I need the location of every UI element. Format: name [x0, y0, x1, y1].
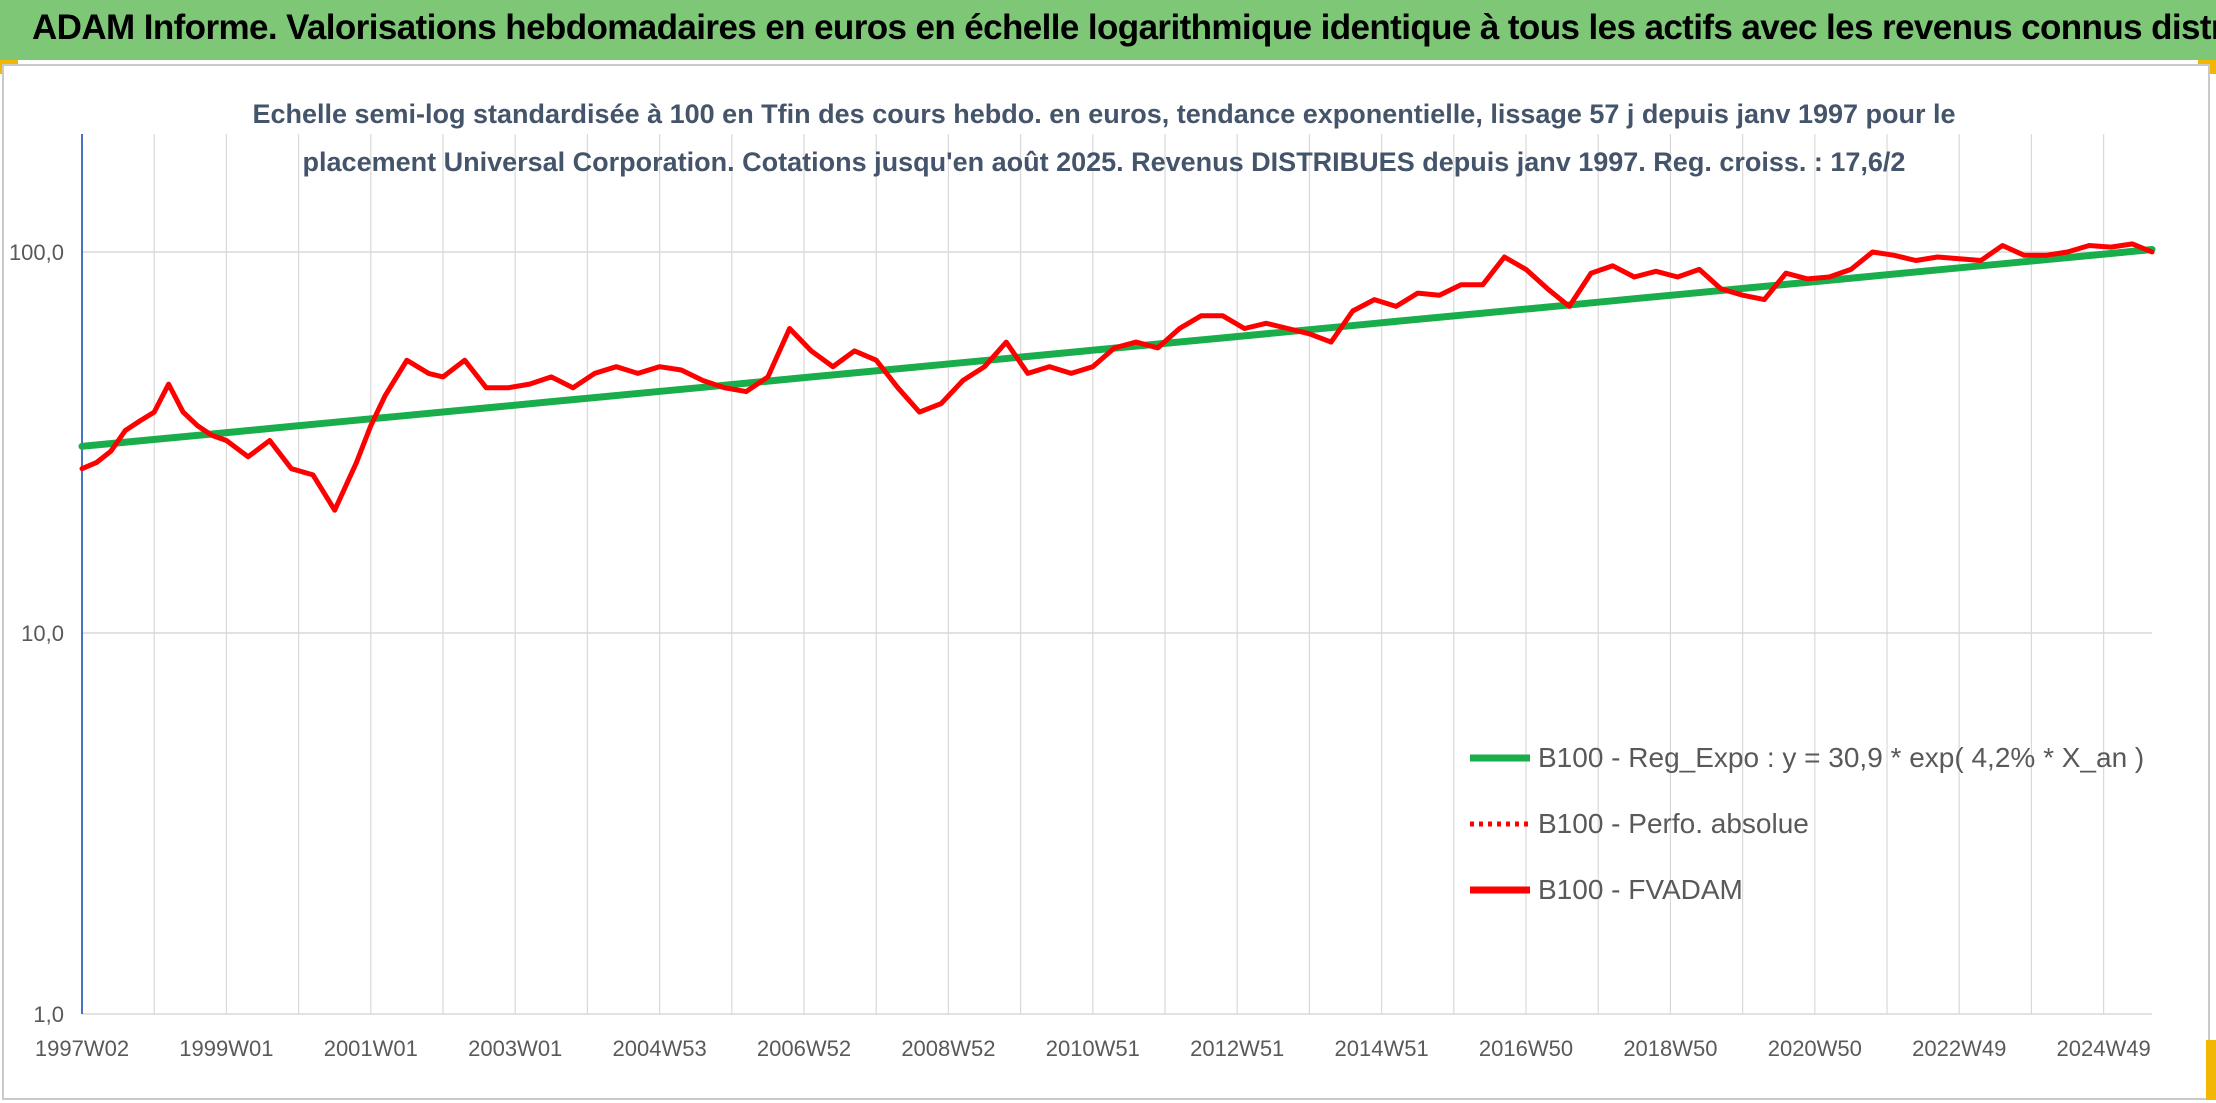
x-tick-label: 2006W52: [757, 1036, 851, 1061]
legend: B100 - Reg_Expo : y = 30,9 * exp( 4,2% *…: [1470, 742, 2144, 905]
x-tick-label: 2022W49: [1912, 1036, 2006, 1061]
x-tick-label: 2008W52: [901, 1036, 995, 1061]
header-bar: ADAM Informe. Valorisations hebdomadaire…: [0, 0, 2216, 60]
x-tick-label: 2010W51: [1046, 1036, 1140, 1061]
x-tick-label: 1997W02: [35, 1036, 129, 1061]
series-layer: [78, 241, 2156, 513]
x-tick-label: 2004W53: [613, 1036, 707, 1061]
x-tick-label: 2001W01: [324, 1036, 418, 1061]
chart-frame: [2, 64, 2210, 1100]
x-tick-label: 2016W50: [1479, 1036, 1573, 1061]
y-tick-label: 1,0: [33, 1002, 64, 1027]
legend-label-trend: B100 - Reg_Expo : y = 30,9 * exp( 4,2% *…: [1538, 742, 2144, 773]
series-fvadam-line: [79, 241, 2155, 513]
corner-marker-bottom-right: [2206, 1040, 2216, 1100]
chart-title-line-2: placement Universal Corporation. Cotatio…: [303, 147, 1906, 177]
x-axis-ticks: 1997W02 1999W01 2001W01 2003W01 2004W53 2006W…: [35, 1036, 2151, 1061]
y-axis-ticks: 1,0 10,0 100,0: [9, 240, 64, 1027]
y-tick-label: 10,0: [21, 621, 64, 646]
y-tick-label: 100,0: [9, 240, 64, 265]
legend-label-perfo: B100 - Perfo. absolue: [1538, 808, 1809, 839]
x-tick-label: 2018W50: [1623, 1036, 1717, 1061]
legend-label-fvadam: B100 - FVADAM: [1538, 874, 1743, 905]
chart-title-line-1: Echelle semi-log standardisée à 100 en T…: [252, 99, 1955, 129]
x-tick-label: 2012W51: [1190, 1036, 1284, 1061]
x-tick-label: 2014W51: [1335, 1036, 1429, 1061]
x-tick-label: 1999W01: [179, 1036, 273, 1061]
page-title: ADAM Informe. Valorisations hebdomadaire…: [32, 8, 2216, 47]
x-tick-label: 2020W50: [1768, 1036, 1862, 1061]
x-tick-label: 2024W49: [2057, 1036, 2151, 1061]
x-tick-label: 2003W01: [468, 1036, 562, 1061]
